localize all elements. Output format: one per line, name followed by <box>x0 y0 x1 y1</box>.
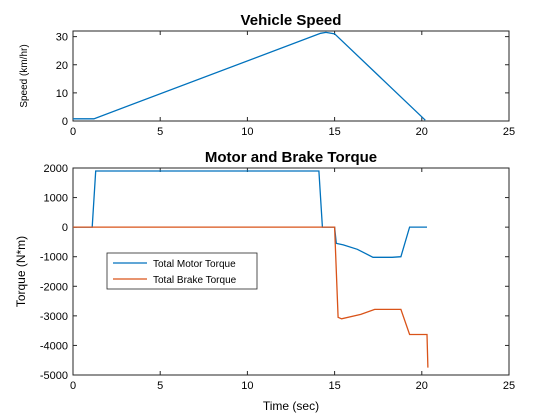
x-tick-label: 5 <box>157 380 163 392</box>
y-tick-label: 30 <box>56 32 68 44</box>
y-tick-label: -3000 <box>40 311 68 323</box>
x-tick-label: 25 <box>503 380 515 392</box>
x-tick-label: 0 <box>70 380 76 392</box>
y-tick-label: -5000 <box>40 370 68 382</box>
speed-chart: 0 5 10 15 20 25 0 10 20 30 Vehicle Speed Speed (km/… <box>19 12 515 138</box>
x-tick-label: 0 <box>70 126 76 138</box>
series-line-speed <box>73 31 426 121</box>
x-tick-label: 15 <box>328 380 340 392</box>
x-tick-label: 10 <box>241 126 253 138</box>
y-axis-label: Torque (N*m) <box>14 236 28 307</box>
x-tick-label: 20 <box>416 126 428 138</box>
legend-entry: Total Brake Torque <box>153 275 237 286</box>
y-tick-label: -4000 <box>40 340 68 352</box>
y-tick-label: 1000 <box>44 193 68 205</box>
y-tick-label: 20 <box>56 60 68 72</box>
x-tick-label: 20 <box>416 380 428 392</box>
legend: Total Motor Torque Total Brake Torque <box>106 252 258 290</box>
legend-entry: Total Motor Torque <box>153 259 236 270</box>
y-axis-label: Speed (km/hr) <box>19 44 30 107</box>
x-axis-label: Time (sec) <box>263 399 319 413</box>
y-tick-label: 0 <box>62 222 68 234</box>
y-tick-label: 10 <box>56 88 68 100</box>
y-tick-label: 0 <box>62 116 68 128</box>
x-tick-label: 15 <box>328 126 340 138</box>
series-line-total-motor-torque <box>73 170 427 258</box>
series-line-total-brake-torque <box>73 226 429 368</box>
chart-title: Vehicle Speed <box>241 12 342 29</box>
x-tick-label: 5 <box>157 126 163 138</box>
chart-title: Motor and Brake Torque <box>205 149 377 166</box>
legend-box <box>106 252 258 290</box>
y-tick-label: 2000 <box>44 163 68 175</box>
x-tick-label: 10 <box>241 380 253 392</box>
y-tick-label: -1000 <box>40 252 68 264</box>
x-tick-label: 25 <box>503 126 515 138</box>
y-tick-label: -2000 <box>40 281 68 293</box>
torque-chart: 0 5 10 15 20 25 2000 1000 0 -1000 -2000 -3000 -4000 -… <box>14 149 515 413</box>
plot-area <box>72 30 510 122</box>
